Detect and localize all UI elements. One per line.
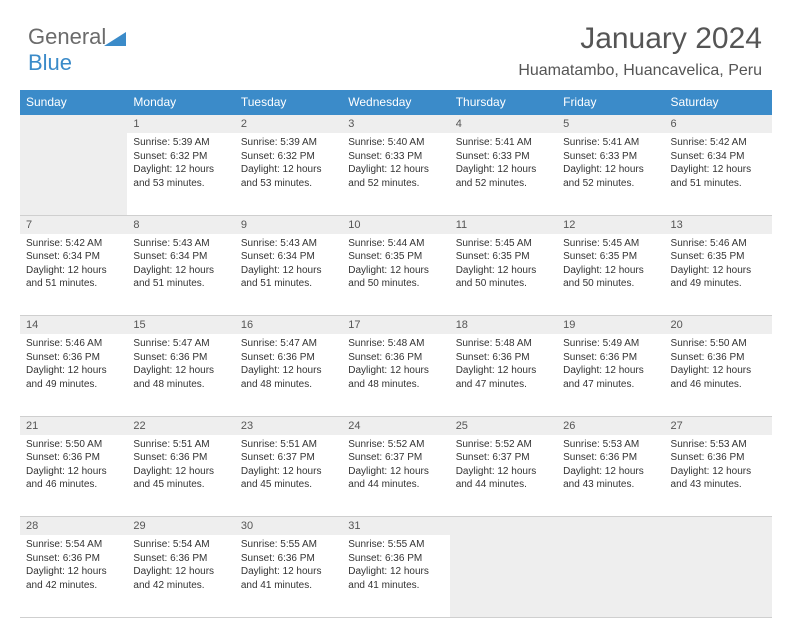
day-header: Thursday xyxy=(450,90,557,115)
day-content-cell: Sunrise: 5:39 AMSunset: 6:32 PMDaylight:… xyxy=(127,133,234,215)
day-number-cell: 30 xyxy=(235,517,342,536)
day-content-cell: Sunrise: 5:40 AMSunset: 6:33 PMDaylight:… xyxy=(342,133,449,215)
day-content-cell: Sunrise: 5:54 AMSunset: 6:36 PMDaylight:… xyxy=(127,535,234,617)
day-number-cell: 23 xyxy=(235,416,342,435)
day-content-cell: Sunrise: 5:50 AMSunset: 6:36 PMDaylight:… xyxy=(665,334,772,416)
day-number-cell: 21 xyxy=(20,416,127,435)
day-content-cell: Sunrise: 5:49 AMSunset: 6:36 PMDaylight:… xyxy=(557,334,664,416)
day-number-cell: 7 xyxy=(20,215,127,234)
day-header: Tuesday xyxy=(235,90,342,115)
day-content-cell: Sunrise: 5:45 AMSunset: 6:35 PMDaylight:… xyxy=(450,234,557,316)
day-content-cell: Sunrise: 5:43 AMSunset: 6:34 PMDaylight:… xyxy=(127,234,234,316)
day-number-cell: 16 xyxy=(235,316,342,335)
day-content-cell: Sunrise: 5:47 AMSunset: 6:36 PMDaylight:… xyxy=(235,334,342,416)
day-content-cell: Sunrise: 5:46 AMSunset: 6:36 PMDaylight:… xyxy=(20,334,127,416)
day-content-cell: Sunrise: 5:47 AMSunset: 6:36 PMDaylight:… xyxy=(127,334,234,416)
day-content-cell: Sunrise: 5:51 AMSunset: 6:36 PMDaylight:… xyxy=(127,435,234,517)
day-number-cell: 1 xyxy=(127,115,234,134)
day-content-cell: Sunrise: 5:55 AMSunset: 6:36 PMDaylight:… xyxy=(342,535,449,617)
day-content-cell: Sunrise: 5:52 AMSunset: 6:37 PMDaylight:… xyxy=(342,435,449,517)
calendar-content-row: Sunrise: 5:39 AMSunset: 6:32 PMDaylight:… xyxy=(20,133,772,215)
day-content-cell: Sunrise: 5:44 AMSunset: 6:35 PMDaylight:… xyxy=(342,234,449,316)
logo: General Blue xyxy=(28,24,126,76)
day-number-cell xyxy=(20,115,127,134)
day-header: Wednesday xyxy=(342,90,449,115)
day-number-cell: 10 xyxy=(342,215,449,234)
day-number-cell: 18 xyxy=(450,316,557,335)
calendar-content-row: Sunrise: 5:50 AMSunset: 6:36 PMDaylight:… xyxy=(20,435,772,517)
calendar-table: Sunday Monday Tuesday Wednesday Thursday… xyxy=(20,90,772,618)
day-header: Monday xyxy=(127,90,234,115)
day-number-cell: 4 xyxy=(450,115,557,134)
day-content-cell: Sunrise: 5:48 AMSunset: 6:36 PMDaylight:… xyxy=(450,334,557,416)
calendar-content-row: Sunrise: 5:46 AMSunset: 6:36 PMDaylight:… xyxy=(20,334,772,416)
calendar-body: 123456 Sunrise: 5:39 AMSunset: 6:32 PMDa… xyxy=(20,115,772,618)
day-content-cell: Sunrise: 5:41 AMSunset: 6:33 PMDaylight:… xyxy=(557,133,664,215)
day-content-cell: Sunrise: 5:54 AMSunset: 6:36 PMDaylight:… xyxy=(20,535,127,617)
day-number-cell: 5 xyxy=(557,115,664,134)
day-content-cell xyxy=(557,535,664,617)
calendar-daynum-row: 123456 xyxy=(20,115,772,134)
logo-text-1: General xyxy=(28,24,106,49)
day-number-cell xyxy=(557,517,664,536)
day-content-cell: Sunrise: 5:53 AMSunset: 6:36 PMDaylight:… xyxy=(557,435,664,517)
calendar-content-row: Sunrise: 5:42 AMSunset: 6:34 PMDaylight:… xyxy=(20,234,772,316)
calendar-daynum-row: 21222324252627 xyxy=(20,416,772,435)
day-content-cell: Sunrise: 5:50 AMSunset: 6:36 PMDaylight:… xyxy=(20,435,127,517)
day-number-cell: 17 xyxy=(342,316,449,335)
day-content-cell xyxy=(20,133,127,215)
day-number-cell: 24 xyxy=(342,416,449,435)
day-content-cell: Sunrise: 5:42 AMSunset: 6:34 PMDaylight:… xyxy=(20,234,127,316)
logo-triangle-icon xyxy=(104,30,126,46)
day-number-cell: 26 xyxy=(557,416,664,435)
day-number-cell: 20 xyxy=(665,316,772,335)
calendar-daynum-row: 28293031 xyxy=(20,517,772,536)
day-number-cell: 13 xyxy=(665,215,772,234)
day-number-cell xyxy=(450,517,557,536)
day-header: Sunday xyxy=(20,90,127,115)
day-number-cell: 9 xyxy=(235,215,342,234)
location-text: Huamatambo, Huancavelica, Peru xyxy=(518,62,762,80)
day-content-cell: Sunrise: 5:41 AMSunset: 6:33 PMDaylight:… xyxy=(450,133,557,215)
day-number-cell: 14 xyxy=(20,316,127,335)
day-content-cell: Sunrise: 5:43 AMSunset: 6:34 PMDaylight:… xyxy=(235,234,342,316)
day-number-cell: 11 xyxy=(450,215,557,234)
day-number-cell: 19 xyxy=(557,316,664,335)
calendar-daynum-row: 78910111213 xyxy=(20,215,772,234)
day-number-cell: 27 xyxy=(665,416,772,435)
day-content-cell: Sunrise: 5:46 AMSunset: 6:35 PMDaylight:… xyxy=(665,234,772,316)
day-number-cell: 3 xyxy=(342,115,449,134)
day-content-cell: Sunrise: 5:48 AMSunset: 6:36 PMDaylight:… xyxy=(342,334,449,416)
day-number-cell: 28 xyxy=(20,517,127,536)
calendar-header-row: Sunday Monday Tuesday Wednesday Thursday… xyxy=(20,90,772,115)
day-number-cell: 15 xyxy=(127,316,234,335)
day-number-cell: 12 xyxy=(557,215,664,234)
day-number-cell: 22 xyxy=(127,416,234,435)
day-content-cell: Sunrise: 5:51 AMSunset: 6:37 PMDaylight:… xyxy=(235,435,342,517)
day-content-cell: Sunrise: 5:55 AMSunset: 6:36 PMDaylight:… xyxy=(235,535,342,617)
day-number-cell: 25 xyxy=(450,416,557,435)
day-number-cell: 29 xyxy=(127,517,234,536)
day-number-cell: 31 xyxy=(342,517,449,536)
day-content-cell: Sunrise: 5:39 AMSunset: 6:32 PMDaylight:… xyxy=(235,133,342,215)
day-content-cell xyxy=(665,535,772,617)
day-content-cell: Sunrise: 5:45 AMSunset: 6:35 PMDaylight:… xyxy=(557,234,664,316)
day-header: Saturday xyxy=(665,90,772,115)
day-number-cell: 2 xyxy=(235,115,342,134)
day-header: Friday xyxy=(557,90,664,115)
day-content-cell: Sunrise: 5:52 AMSunset: 6:37 PMDaylight:… xyxy=(450,435,557,517)
calendar-content-row: Sunrise: 5:54 AMSunset: 6:36 PMDaylight:… xyxy=(20,535,772,617)
logo-text-2: Blue xyxy=(28,50,72,75)
day-number-cell: 6 xyxy=(665,115,772,134)
day-content-cell: Sunrise: 5:53 AMSunset: 6:36 PMDaylight:… xyxy=(665,435,772,517)
day-number-cell: 8 xyxy=(127,215,234,234)
day-content-cell: Sunrise: 5:42 AMSunset: 6:34 PMDaylight:… xyxy=(665,133,772,215)
calendar-daynum-row: 14151617181920 xyxy=(20,316,772,335)
day-number-cell xyxy=(665,517,772,536)
day-content-cell xyxy=(450,535,557,617)
page-title: January 2024 xyxy=(580,22,762,56)
